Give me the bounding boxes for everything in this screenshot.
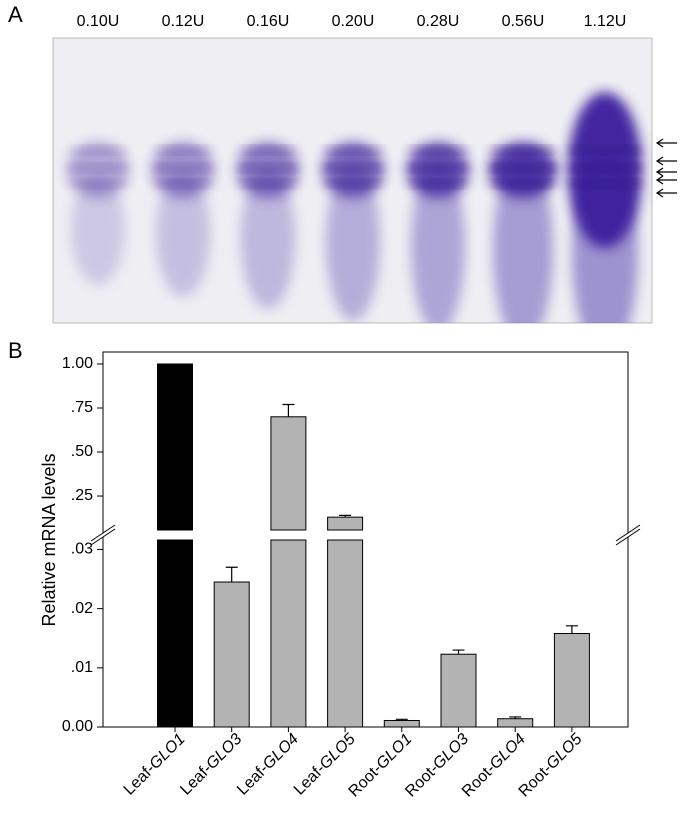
band-line — [156, 147, 210, 153]
band-line — [326, 165, 380, 171]
category-gene: GLO3 — [203, 731, 245, 773]
smear — [241, 167, 295, 309]
break-mark — [615, 524, 641, 542]
y-tick-label: .75 — [71, 399, 93, 416]
bar — [440, 653, 477, 728]
category-gene: GLO3 — [430, 731, 472, 773]
category-gene: GLO1 — [373, 731, 415, 773]
band-line — [411, 165, 465, 171]
y-axis-label: Relative mRNA levels — [39, 453, 59, 626]
band-line — [241, 165, 295, 171]
error-bar — [509, 716, 522, 719]
arrows — [655, 138, 677, 198]
bar — [383, 719, 420, 728]
arrow-head — [655, 188, 664, 198]
band-line — [572, 181, 638, 187]
arrow-head — [655, 156, 664, 166]
category-gene: GLO5 — [544, 731, 586, 773]
category-gene: GLO4 — [487, 731, 529, 773]
band-line — [572, 147, 638, 153]
error-bar — [225, 566, 238, 583]
lane-label: 0.16U — [247, 13, 290, 30]
band-line — [71, 181, 125, 187]
error-bar — [452, 649, 465, 655]
smear — [156, 171, 210, 297]
break-mark — [90, 524, 116, 542]
band-line — [572, 165, 638, 171]
category-gene: GLO4 — [260, 731, 302, 773]
bar — [327, 539, 364, 728]
error-bar — [395, 718, 408, 721]
band-line — [326, 181, 380, 187]
panel-label: B — [8, 338, 23, 363]
smear — [71, 175, 125, 285]
lane-label: 0.12U — [162, 13, 205, 30]
lane-label: 0.20U — [332, 13, 375, 30]
bar — [270, 416, 307, 531]
bar — [270, 539, 307, 728]
error-bar — [339, 514, 352, 518]
break-mark — [90, 528, 116, 546]
band-line — [241, 181, 295, 187]
band-line — [493, 165, 553, 171]
bar — [497, 718, 534, 728]
category-gene: GLO1 — [147, 731, 189, 773]
bar — [157, 363, 193, 531]
axis-frame — [102, 351, 629, 728]
y-tick-label: .25 — [71, 487, 93, 504]
band-line — [493, 181, 553, 187]
band-line — [71, 147, 125, 153]
y-tick-label: .50 — [71, 443, 93, 460]
error-bar — [565, 625, 578, 634]
y-tick-label: .01 — [71, 659, 93, 676]
arrow-head — [655, 138, 664, 148]
smear — [493, 155, 553, 323]
band-line — [411, 147, 465, 153]
error-bar — [282, 403, 295, 417]
smear — [411, 159, 465, 323]
y-tick-label: 0.00 — [62, 718, 93, 735]
band-line — [156, 181, 210, 187]
lane-label: 0.10U — [77, 13, 120, 30]
band-line — [411, 181, 465, 187]
bar — [553, 633, 590, 728]
bar — [213, 581, 250, 728]
panel-label: A — [8, 2, 23, 27]
category-gene: GLO5 — [317, 731, 359, 773]
lane-label: 0.56U — [502, 13, 545, 30]
break-mark — [615, 528, 641, 546]
y-tick-label: .02 — [71, 600, 93, 617]
y-tick-label: 1.00 — [62, 355, 93, 372]
band-line — [71, 165, 125, 171]
y-tick-label: .03 — [71, 541, 93, 558]
band-line — [241, 147, 295, 153]
lane-label: 0.28U — [417, 13, 460, 30]
smear — [326, 163, 380, 321]
break-gap — [104, 531, 627, 539]
band-line — [493, 147, 553, 153]
band-line — [156, 165, 210, 171]
gel — [67, 92, 642, 323]
arrow-head — [655, 167, 664, 177]
plot: 0.00.01.02.03.25.50.751.00Leaf-GLO1Leaf-… — [62, 351, 641, 801]
lane-label: 1.12U — [584, 13, 627, 30]
bar — [327, 516, 364, 531]
band-line — [326, 147, 380, 153]
arrow-head — [655, 175, 664, 185]
bar — [157, 539, 193, 728]
